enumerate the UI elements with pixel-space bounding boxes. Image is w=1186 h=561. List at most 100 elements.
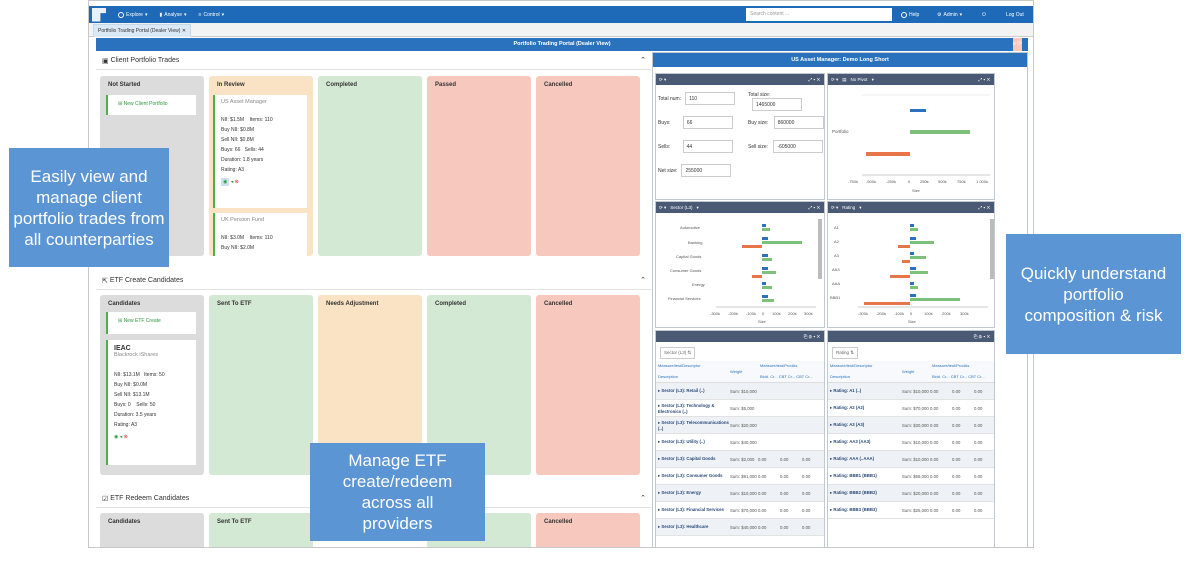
col-header: Bidd. Cr... [760, 374, 778, 379]
page-title-text: Portfolio Trading Portal (Dealer View) [513, 41, 611, 47]
total-num-field[interactable]: 110 [685, 92, 736, 105]
pivot-select[interactable]: No Pivot [850, 77, 868, 82]
expand-icon[interactable]: ▸ [830, 456, 834, 461]
net-size-field[interactable]: 255000 [681, 164, 732, 177]
settings-icon[interactable]: ≡ ⟳ [1012, 38, 1022, 51]
expand-icon[interactable]: ▸ [830, 490, 834, 495]
card-sell-nii: Sell NII: $0.8M [221, 137, 254, 143]
row-val: 0.00 [952, 422, 961, 428]
search-input[interactable]: Search content ... [746, 8, 892, 21]
x-tick: -300k [858, 311, 868, 316]
expand-icon[interactable]: ▸ [658, 507, 662, 512]
expand-icon[interactable]: ▸ [830, 388, 834, 393]
expand-icon[interactable]: ▸ [830, 422, 834, 427]
close-icon[interactable]: ⎘ ⚙ ▾ ✕ [973, 334, 990, 339]
table-row[interactable]: ▸ Sector (L3): Consumer Goods Sum: $91,00… [656, 468, 824, 485]
table-row[interactable]: ▸ Rating: BBB3 (BBB3) Sum: $25,000 0.00 0.0… [828, 502, 994, 519]
new-client-portfolio-button[interactable]: ⊞ New Client Portfolio [106, 95, 196, 115]
tab-portfolio-trading[interactable]: Portfolio Trading Portal (Dealer View) ✕ [93, 24, 192, 37]
new-etf-create-button[interactable]: ⊞ New ETF Create [106, 312, 196, 334]
row-weight: Sum: $2,000 [730, 456, 755, 462]
view-icon[interactable]: ◉ [221, 178, 230, 186]
expand-icon[interactable]: ▸ [658, 524, 662, 529]
table-row[interactable]: ▸ Rating: AAA (..AAA) Sum: $10,000 0.00 0.0… [828, 451, 994, 468]
etf-card[interactable]: IEAC Blackrock iShares NII: $13.1M Items… [106, 340, 196, 465]
row-weight: Sum: $10,000 [730, 388, 757, 394]
row-weight: Sum: $20,000 [902, 490, 929, 496]
table-row[interactable]: ▸ Sector (L3): Healthcare Sum: $40,000 0.0… [656, 519, 824, 536]
nav-control[interactable]: ≡ Control ▾ [198, 11, 225, 18]
refresh-icon[interactable]: ⟳ ▾ [831, 76, 839, 82]
help-button[interactable]: Help [901, 6, 919, 23]
table-row[interactable]: ▸ Sector (L3): Energy Sum: $10,000 0.00 0.0… [656, 485, 824, 502]
cancel-icon[interactable]: ⊗ [123, 434, 128, 440]
send-icon[interactable]: ◂ [230, 179, 234, 185]
expand-icon[interactable]: ▸ [658, 456, 662, 461]
cancel-icon[interactable]: ⊗ [234, 179, 239, 185]
power-icon[interactable]: ⏻ [982, 11, 986, 18]
close-icon[interactable]: ⤢ ▾ ✕ [808, 77, 820, 82]
expand-icon[interactable]: ▸ [658, 402, 662, 408]
sector-select[interactable]: Sector (L3) [670, 205, 693, 210]
collapse-icon[interactable]: ⌃ [640, 495, 646, 502]
table-row[interactable]: ▸ Rating: A2 (A2) Sum: $70,000 0.00 0.00 0.0… [828, 400, 994, 417]
table-row[interactable]: ▸ Sector (L3): Telecommunications (..) Su… [656, 417, 824, 434]
close-icon[interactable]: ✕ [181, 28, 187, 34]
refresh-icon[interactable]: ⟳ ▾ [659, 204, 667, 210]
table-row[interactable]: ▸ Rating: BBB2 (BBB2) Sum: $20,000 0.00 0.0… [828, 485, 994, 502]
nav-analyse[interactable]: ▮ Analyse ▾ [159, 11, 187, 18]
row-weight: Sum: $20,000 [730, 422, 757, 428]
expand-icon[interactable]: ▸ [830, 405, 834, 410]
buys-field[interactable]: 66 [682, 116, 733, 129]
collapse-icon[interactable]: ⌃ [640, 57, 646, 64]
close-icon[interactable]: ⤢ ▾ ✕ [978, 205, 990, 210]
help-icon [901, 11, 907, 18]
expand-icon[interactable]: ▸ [658, 490, 662, 495]
table-row[interactable]: ▸ Sector (L3): Retail (..) Sum: $10,000 [656, 383, 824, 400]
close-icon[interactable]: ⎘ ⚙ ▾ ✕ [803, 334, 820, 339]
buy-size-field[interactable]: 860000 [773, 116, 824, 129]
nav-explore[interactable]: Explore ▾ [118, 11, 147, 18]
expand-icon[interactable]: ▸ [658, 388, 662, 393]
table-row[interactable]: ▸ Sector (L3): Capital Goods Sum: $2,000 0… [656, 451, 824, 468]
collapse-icon[interactable]: ⌃ [640, 277, 646, 284]
portfolio-card[interactable]: UK Pension Fund NII: $3.0M Items: 110 Bu… [213, 213, 307, 256]
refresh-icon[interactable]: ⟳ ▾ [831, 204, 839, 210]
rating-filter-chip[interactable]: Rating ⇅ [832, 347, 859, 359]
expand-icon[interactable]: ▸ [830, 473, 834, 478]
table-row[interactable]: ▸ Rating: A3 (A3) Sum: $30,000 0.00 0.00 0.0… [828, 417, 994, 434]
table-row[interactable]: ▸ Rating: AA3 (AA3) Sum: $10,000 0.00 0.00 0… [828, 434, 994, 451]
row-val: 0.00 [930, 422, 939, 428]
scrollbar[interactable] [990, 219, 994, 279]
col-header: Weight [902, 369, 915, 374]
etf-create-header[interactable]: ⇱ ETF Create Candidates ⌃ [96, 272, 651, 290]
expand-icon[interactable]: ▸ [658, 419, 662, 425]
sell-size-field[interactable]: -605000 [773, 140, 824, 153]
stat-label: Sells: [658, 143, 671, 150]
scrollbar[interactable] [818, 219, 822, 279]
sector-filter-chip[interactable]: Sector (L3) ⇅ [660, 347, 696, 359]
close-icon[interactable]: ⤢ ▾ ✕ [808, 205, 820, 210]
expand-icon[interactable]: ▸ [830, 507, 834, 512]
logout-link[interactable]: Log Out [1006, 6, 1024, 23]
rating-select[interactable]: Rating [842, 205, 856, 210]
total-size-field[interactable]: 1465000 [752, 98, 802, 111]
send-icon[interactable]: ◂ [119, 434, 123, 440]
admin-menu[interactable]: ⚙ Admin ▾ [937, 11, 963, 18]
refresh-icon[interactable]: ⟳ ▾ [659, 76, 667, 82]
table-row[interactable]: ▸ Rating: A1 (..) Sum: $10,000 0.00 0.00 0.0… [828, 383, 994, 400]
expand-icon[interactable]: ▸ [830, 439, 834, 444]
sells-field[interactable]: 44 [682, 140, 733, 153]
view-icon[interactable]: ◉ [114, 434, 119, 440]
close-icon[interactable]: ⤢ ▾ ✕ [978, 77, 990, 82]
row-description: ▸ Sector (L3): Healthcare [658, 524, 709, 529]
portfolio-card[interactable]: US Asset Manager NII: $1.5M Items: 110 B… [213, 95, 307, 208]
table-row[interactable]: ▸ Sector (L3): Financial Services Sum: $7… [656, 502, 824, 519]
expand-icon[interactable]: ▸ [658, 439, 662, 444]
table-row[interactable]: ▸ Sector (L3): Utility (..) Sum: $40,000 [656, 434, 824, 451]
table-row[interactable]: ▸ Rating: BBB1 (BBB1) Sum: $65,000 0.00 0.0… [828, 468, 994, 485]
card-sells: Sells: 44 [244, 147, 264, 153]
table-row[interactable]: ▸ Sector (L3): Technology & Electronics … [656, 400, 824, 417]
expand-icon[interactable]: ▸ [658, 473, 662, 478]
client-trades-header[interactable]: ▣ Client Portfolio Trades ⌃ [96, 52, 651, 70]
